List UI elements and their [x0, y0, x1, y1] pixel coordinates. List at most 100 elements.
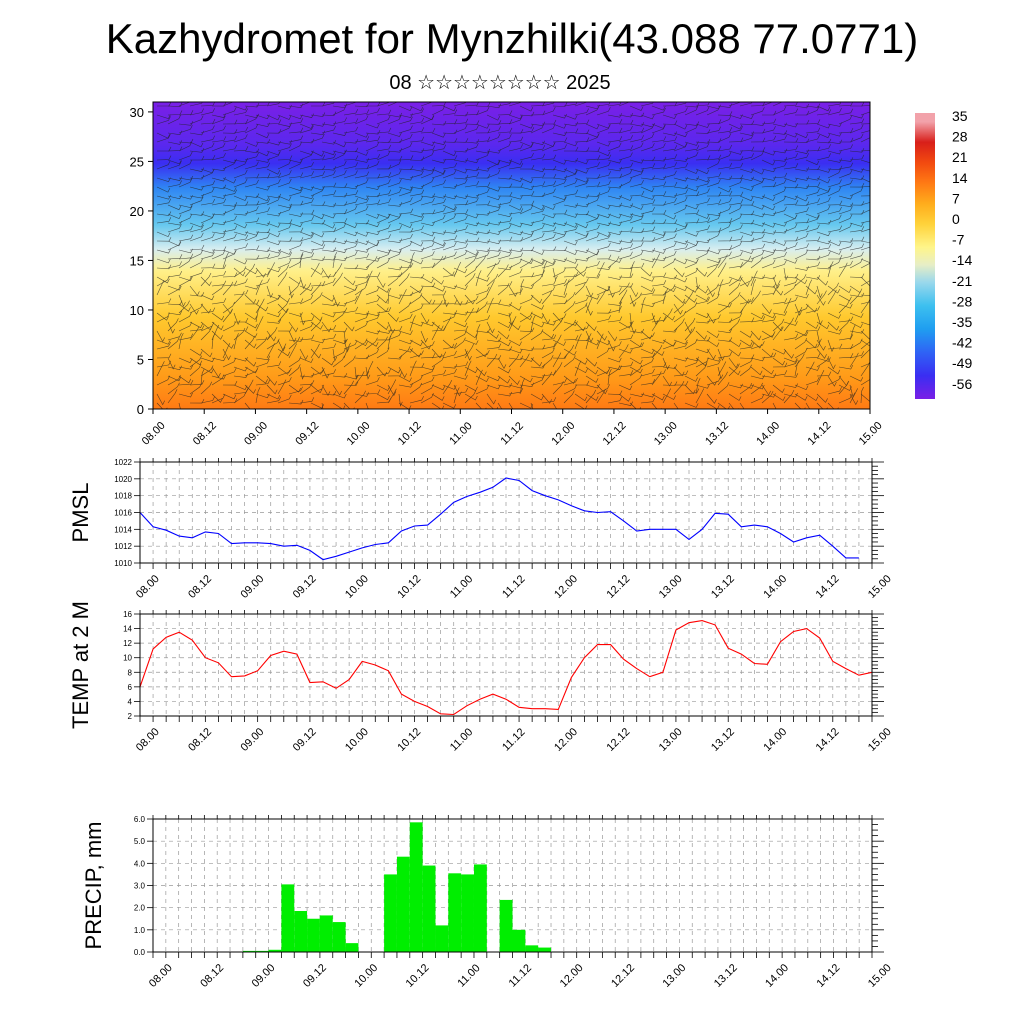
wind-barb [255, 195, 270, 202]
wind-barb [167, 389, 178, 404]
wind-barb [530, 258, 545, 265]
wind-barb [288, 282, 300, 296]
wind-barb [673, 258, 688, 265]
x-tick-label: 09.12 [301, 962, 329, 990]
wind-barb [739, 186, 754, 191]
wind-barb [486, 393, 496, 405]
wind-barb [673, 204, 688, 215]
wind-barb [794, 249, 809, 260]
wind-barb [541, 246, 557, 251]
wind-barb [717, 133, 732, 143]
wind-barb [750, 228, 766, 234]
panel-ticks [134, 458, 884, 569]
wind-barb [354, 278, 369, 287]
wind-barb [662, 364, 678, 369]
x-tick-label: 15.00 [866, 962, 894, 990]
wind-barb [849, 258, 863, 269]
wind-barb [805, 255, 821, 261]
wind-barb [552, 267, 566, 278]
wind-barb [288, 188, 303, 197]
wind-barb [431, 168, 446, 175]
wind-barb [453, 330, 467, 341]
wind-barb [651, 369, 666, 377]
wind-barb [640, 156, 656, 162]
wind-barb [398, 222, 413, 228]
wind-barb [332, 373, 348, 378]
wind-barb [178, 102, 191, 107]
wind-barb [772, 357, 785, 366]
wind-barb [156, 339, 171, 345]
wind-barb [244, 193, 260, 198]
wind-barb [662, 308, 673, 323]
wind-barb [343, 190, 359, 197]
wind-barb [552, 299, 568, 305]
wind-barb [596, 254, 612, 260]
wind-barb [464, 294, 476, 305]
wind-barb [409, 167, 425, 172]
wind-barb [497, 127, 513, 134]
wind-barb [552, 313, 567, 323]
wind-barb [629, 168, 644, 173]
wind-barb [772, 384, 785, 393]
wind-barb [376, 321, 389, 330]
wind-barb [673, 294, 686, 304]
wind-barb [321, 366, 330, 379]
wind-barb [244, 114, 259, 125]
wind-barb [453, 310, 469, 316]
wind-barb [453, 337, 466, 350]
wind-barb [343, 118, 359, 125]
wind-barb [838, 260, 853, 269]
wind-barb [860, 228, 870, 233]
wind-barb [453, 124, 468, 134]
wind-barb [717, 186, 732, 193]
wind-barb [827, 357, 836, 370]
wind-barb [464, 339, 479, 345]
wind-barb [222, 281, 234, 296]
wind-barb [310, 171, 325, 179]
wind-barb [849, 222, 864, 227]
wind-barb [684, 267, 699, 278]
wind-barb [343, 147, 359, 153]
wind-barb [475, 167, 491, 172]
wind-barb [607, 256, 620, 269]
wind-barb [541, 371, 553, 386]
wind-barb [574, 360, 582, 377]
wind-barb [266, 384, 278, 395]
wind-barb [167, 375, 182, 382]
wind-barb [299, 151, 314, 161]
wind-barb [420, 193, 436, 198]
wind-barb [794, 347, 808, 359]
wind-barb [772, 240, 787, 246]
wind-barb [189, 222, 204, 228]
wind-barb [365, 339, 379, 347]
wind-barb [783, 296, 798, 305]
wind-barb [486, 297, 494, 314]
wind-barb [222, 321, 236, 332]
wind-barb [508, 236, 524, 242]
wind-barb [398, 291, 414, 297]
wind-barb [156, 231, 171, 237]
wind-barb [233, 222, 248, 229]
wind-barb [772, 280, 781, 296]
wind-barb [431, 393, 445, 401]
wind-barb [420, 339, 432, 350]
wind-barb [728, 318, 741, 332]
wind-barb [211, 115, 226, 125]
wind-barb [442, 213, 457, 224]
precip-bar [499, 899, 513, 952]
wind-barb [233, 201, 249, 206]
wind-barb [464, 273, 476, 287]
wind-barb [387, 331, 402, 341]
wind-barb [519, 327, 535, 333]
wind-barb [596, 161, 611, 170]
wind-barb [794, 293, 809, 299]
wind-barb [475, 286, 490, 296]
wind-barb [277, 366, 290, 375]
wind-barb [519, 353, 530, 368]
wind-barb [563, 301, 576, 314]
wind-barb [442, 368, 457, 377]
wind-barb [673, 301, 686, 314]
x-tick-label: 10.12 [395, 573, 423, 601]
wind-barb [530, 232, 545, 242]
wind-barb [750, 312, 764, 320]
